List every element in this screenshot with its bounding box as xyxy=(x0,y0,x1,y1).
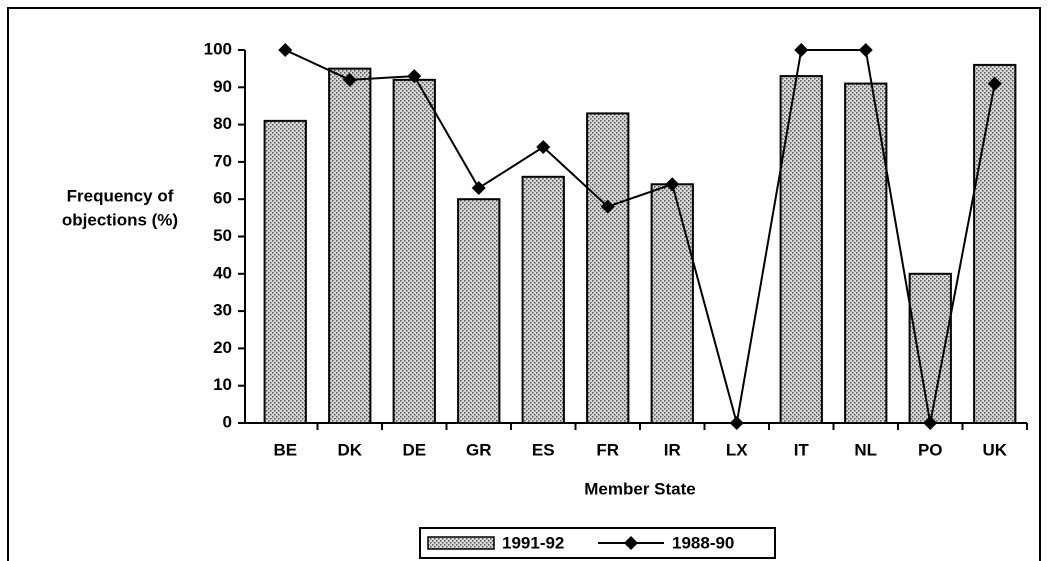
x-tick-label: FR xyxy=(596,440,619,459)
legend-label: 1991-92 xyxy=(502,533,564,552)
bar xyxy=(263,119,307,425)
y-tick-label: 40 xyxy=(213,263,232,282)
x-tick-label: GR xyxy=(466,440,492,459)
y-tick-label: 30 xyxy=(213,301,232,320)
y-tick-label: 0 xyxy=(223,412,232,431)
marker xyxy=(342,72,357,87)
y-tick-label: 90 xyxy=(213,77,232,96)
y-axis-label: Frequency of xyxy=(67,186,174,205)
x-tick-label: IT xyxy=(794,440,810,459)
x-tick-label: PO xyxy=(918,440,943,459)
x-tick-label: ES xyxy=(532,440,555,459)
bar xyxy=(392,78,436,424)
x-tick-label: BE xyxy=(273,440,297,459)
marker xyxy=(858,43,873,57)
bar xyxy=(521,175,565,424)
marker xyxy=(600,199,615,214)
y-tick-label: 80 xyxy=(213,114,232,133)
y-tick-label: 70 xyxy=(213,151,232,170)
marker xyxy=(665,177,680,192)
y-tick-label: 20 xyxy=(213,338,232,357)
x-tick-label: UK xyxy=(982,440,1007,459)
marker xyxy=(536,139,551,154)
marker xyxy=(407,69,422,84)
marker xyxy=(471,181,486,196)
chart-frame xyxy=(7,7,1041,561)
x-tick-label: NL xyxy=(854,440,877,459)
y-tick-label: 100 xyxy=(204,39,232,58)
x-axis-label: Member State xyxy=(584,479,695,498)
bar xyxy=(328,67,372,425)
bar xyxy=(457,198,501,424)
x-tick-label: DK xyxy=(337,440,362,459)
marker xyxy=(987,76,1002,91)
y-tick-label: 60 xyxy=(213,189,232,208)
x-tick-label: IR xyxy=(664,440,681,459)
y-tick-label: 10 xyxy=(213,375,232,394)
y-axis-label: objections (%) xyxy=(62,210,178,229)
bar xyxy=(844,82,888,424)
marker xyxy=(794,43,809,57)
legend-swatch xyxy=(624,536,638,550)
legend-label: 1988-90 xyxy=(672,533,734,552)
x-tick-label: DE xyxy=(402,440,426,459)
y-tick-label: 50 xyxy=(213,226,232,245)
bar xyxy=(650,183,694,424)
x-tick-label: LX xyxy=(726,440,748,459)
marker xyxy=(278,43,293,57)
legend-swatch xyxy=(427,536,495,550)
bar xyxy=(973,63,1017,424)
line xyxy=(284,49,996,424)
bar xyxy=(586,112,630,424)
